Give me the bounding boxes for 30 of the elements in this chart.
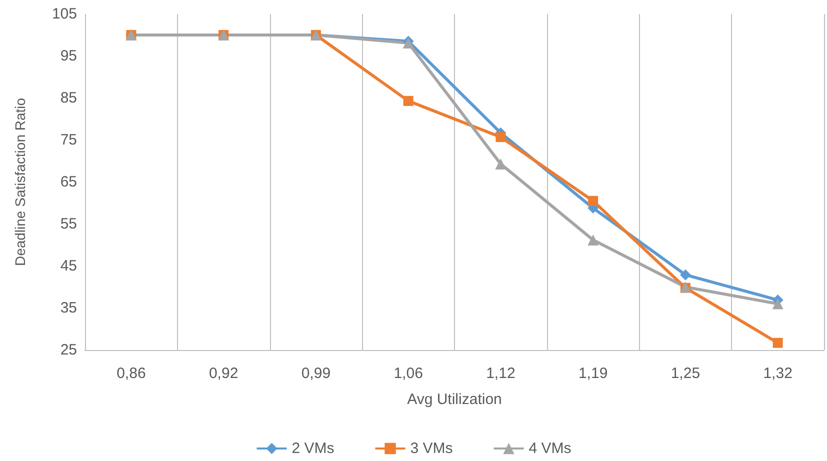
- point: [403, 96, 414, 106]
- y-tick-label: 55: [60, 216, 77, 232]
- y-axis-title: Deadline Satisfaction Ratio: [12, 98, 28, 266]
- point: [588, 234, 599, 246]
- point: [772, 298, 784, 310]
- x-tick-label: 0,86: [116, 365, 146, 382]
- point: [495, 158, 506, 170]
- y-tick-label: 95: [60, 48, 77, 64]
- x-tick-label: 1,06: [394, 365, 423, 382]
- x-tick-label: 1,25: [670, 365, 700, 382]
- y-tick-label: 75: [60, 132, 77, 148]
- point: [680, 269, 691, 280]
- point: [772, 338, 783, 348]
- x-tick-label: 1,12: [486, 365, 516, 382]
- y-tick-label: 25: [60, 342, 77, 358]
- y-tick-label: 35: [60, 300, 77, 316]
- x-tick-label: 1,32: [763, 365, 792, 382]
- point: [496, 132, 506, 142]
- legend-label: 3 VMs: [410, 440, 453, 457]
- x-tick-label: 0,99: [301, 365, 331, 382]
- y-tick-label: 105: [52, 6, 77, 22]
- point: [588, 196, 598, 206]
- legend-label: 2 VMs: [292, 440, 334, 457]
- y-tick-label: 45: [60, 258, 77, 274]
- legend-label: 4 VMs: [528, 440, 572, 457]
- x-tick-label: 0,92: [208, 365, 238, 382]
- y-tick-label: 85: [60, 90, 77, 106]
- x-tick-label: 1,19: [578, 365, 608, 382]
- y-tick-label: 65: [60, 174, 77, 190]
- x-axis-title: Avg Utilization: [407, 391, 502, 408]
